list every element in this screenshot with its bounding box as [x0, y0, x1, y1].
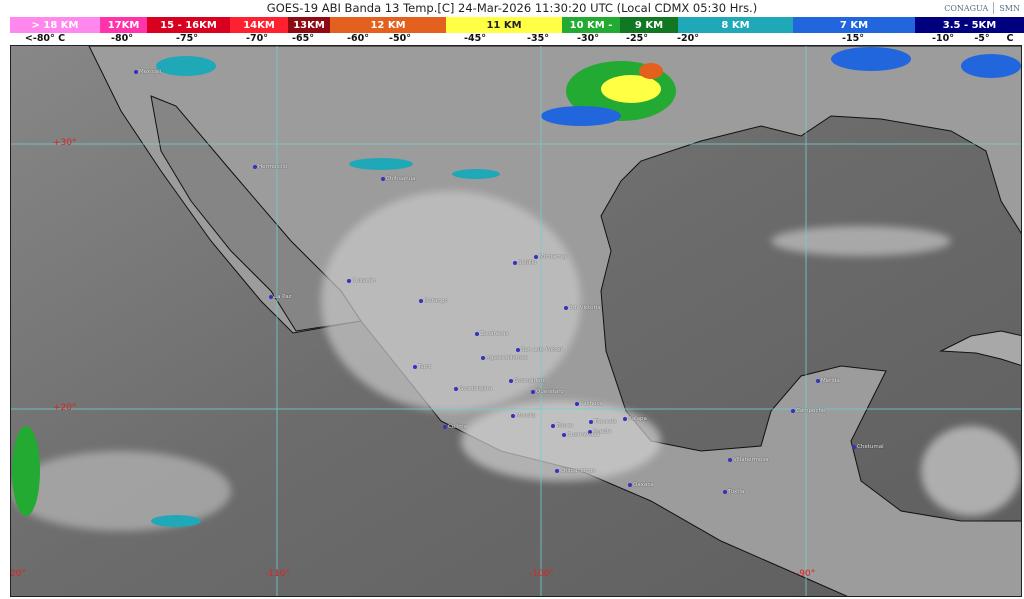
- lon-label-90: -90°: [796, 569, 816, 579]
- temperature-label: -45°: [464, 33, 486, 44]
- city-label: La Paz: [269, 294, 292, 300]
- city-label: Mérida: [816, 378, 840, 384]
- temperature-scale: <-80° C -80° -75° -70° -65° -60° -50° -45° -35° -…: [0, 33, 1024, 46]
- legend-segment: > 18 KM: [10, 17, 100, 33]
- temperature-label: -70°: [246, 33, 268, 44]
- lon-label-100: -100°: [529, 569, 554, 579]
- temperature-label: -15°: [842, 33, 864, 44]
- convective-clouds: [12, 47, 1021, 527]
- city-label: Zacatecas: [475, 331, 508, 337]
- temperature-label: -10°: [932, 33, 954, 44]
- legend-segment: 13KM: [288, 17, 330, 33]
- logo-divider: [993, 2, 995, 14]
- city-label: Villahermosa: [728, 457, 769, 463]
- temperature-label: -65°: [292, 33, 314, 44]
- city-label: Cuernavaca: [562, 432, 600, 438]
- city-label: Querétaro: [531, 389, 564, 395]
- color-legend: > 18 KM 17KM 15 - 16KM 14KM 13KM 12 KM 11 KM 10…: [10, 17, 1024, 33]
- legend-segment: 7 KM: [793, 17, 915, 33]
- lat-label-20: +20°: [53, 403, 77, 413]
- temperature-label: -50°: [389, 33, 411, 44]
- city-label: Saltillo: [513, 260, 537, 266]
- legend-segment: 17KM: [100, 17, 147, 33]
- city-label: Chihuahua: [381, 176, 416, 182]
- city-label: Tlaxcala: [589, 419, 617, 425]
- city-label: Xalapa: [623, 416, 647, 422]
- city-label: Culiacán: [347, 278, 376, 284]
- image-title: GOES-19 ABI Banda 13 Temp.[C] 24-Mar-202…: [266, 1, 758, 15]
- temperature-label: -75°: [176, 33, 198, 44]
- city-label: Colima: [443, 424, 467, 430]
- city-label: Tepic: [413, 364, 432, 370]
- city-label: Mexicali: [134, 69, 161, 75]
- temperature-label: -30°: [577, 33, 599, 44]
- cuba: [939, 330, 1021, 366]
- city-label: Hermosillo: [253, 164, 287, 170]
- city-label: Chilpancingo: [555, 468, 596, 474]
- graticule: [11, 46, 1021, 596]
- city-label: Guanajuato: [509, 378, 546, 384]
- map-graphic: [11, 46, 1021, 596]
- city-label: Toluca: [551, 423, 573, 429]
- temperature-label: -25°: [626, 33, 648, 44]
- legend-segment: 11 KM: [446, 17, 562, 33]
- temperature-label: <-80° C: [24, 33, 66, 44]
- temperature-label: C: [1006, 33, 1014, 44]
- legend-segment: 8 KM: [678, 17, 793, 33]
- conagua-logo: CONAGUA: [944, 3, 989, 13]
- temperature-label: -20°: [677, 33, 699, 44]
- city-label: San Luis Potosí: [516, 347, 562, 353]
- legend-segment: 14KM: [230, 17, 288, 33]
- smn-logo: SMN: [999, 3, 1020, 13]
- lon-label-110: -110°: [265, 569, 290, 579]
- logos: CONAGUA SMN: [944, 2, 1020, 14]
- lat-label-30: +30°: [53, 138, 77, 148]
- city-label: Campeche: [791, 408, 825, 414]
- city-label: Puebla: [588, 429, 611, 435]
- city-label: Monterrey: [534, 254, 567, 260]
- legend-segment: 3.5 - 5KM: [915, 17, 1024, 33]
- temperature-label: -5°: [974, 33, 990, 44]
- legend-segment: 15 - 16KM: [147, 17, 230, 33]
- city-label: Oaxaca: [628, 482, 654, 488]
- city-label: Aguascalientes: [481, 355, 528, 361]
- temperature-label: -60°: [347, 33, 369, 44]
- city-label: Chetumal: [852, 444, 884, 450]
- city-label: Durango: [419, 298, 448, 304]
- temperature-label: -35°: [527, 33, 549, 44]
- city-label: Tuxtla: [723, 489, 744, 495]
- legend-segment: 12 KM: [330, 17, 446, 33]
- temperature-label: -80°: [111, 33, 133, 44]
- satellite-map: +30° +20° -120° -110° -100° -90° Mexical…: [10, 45, 1022, 597]
- city-label: Morelia: [511, 413, 536, 419]
- lon-label-120: -120°: [10, 569, 26, 579]
- legend-segment: 10 KM -: [562, 17, 620, 33]
- city-label: Pachuca: [575, 401, 603, 407]
- city-label: Cd. Victoria: [564, 305, 601, 311]
- city-label: Guadalajara: [454, 386, 492, 392]
- legend-segment: 9 KM: [620, 17, 678, 33]
